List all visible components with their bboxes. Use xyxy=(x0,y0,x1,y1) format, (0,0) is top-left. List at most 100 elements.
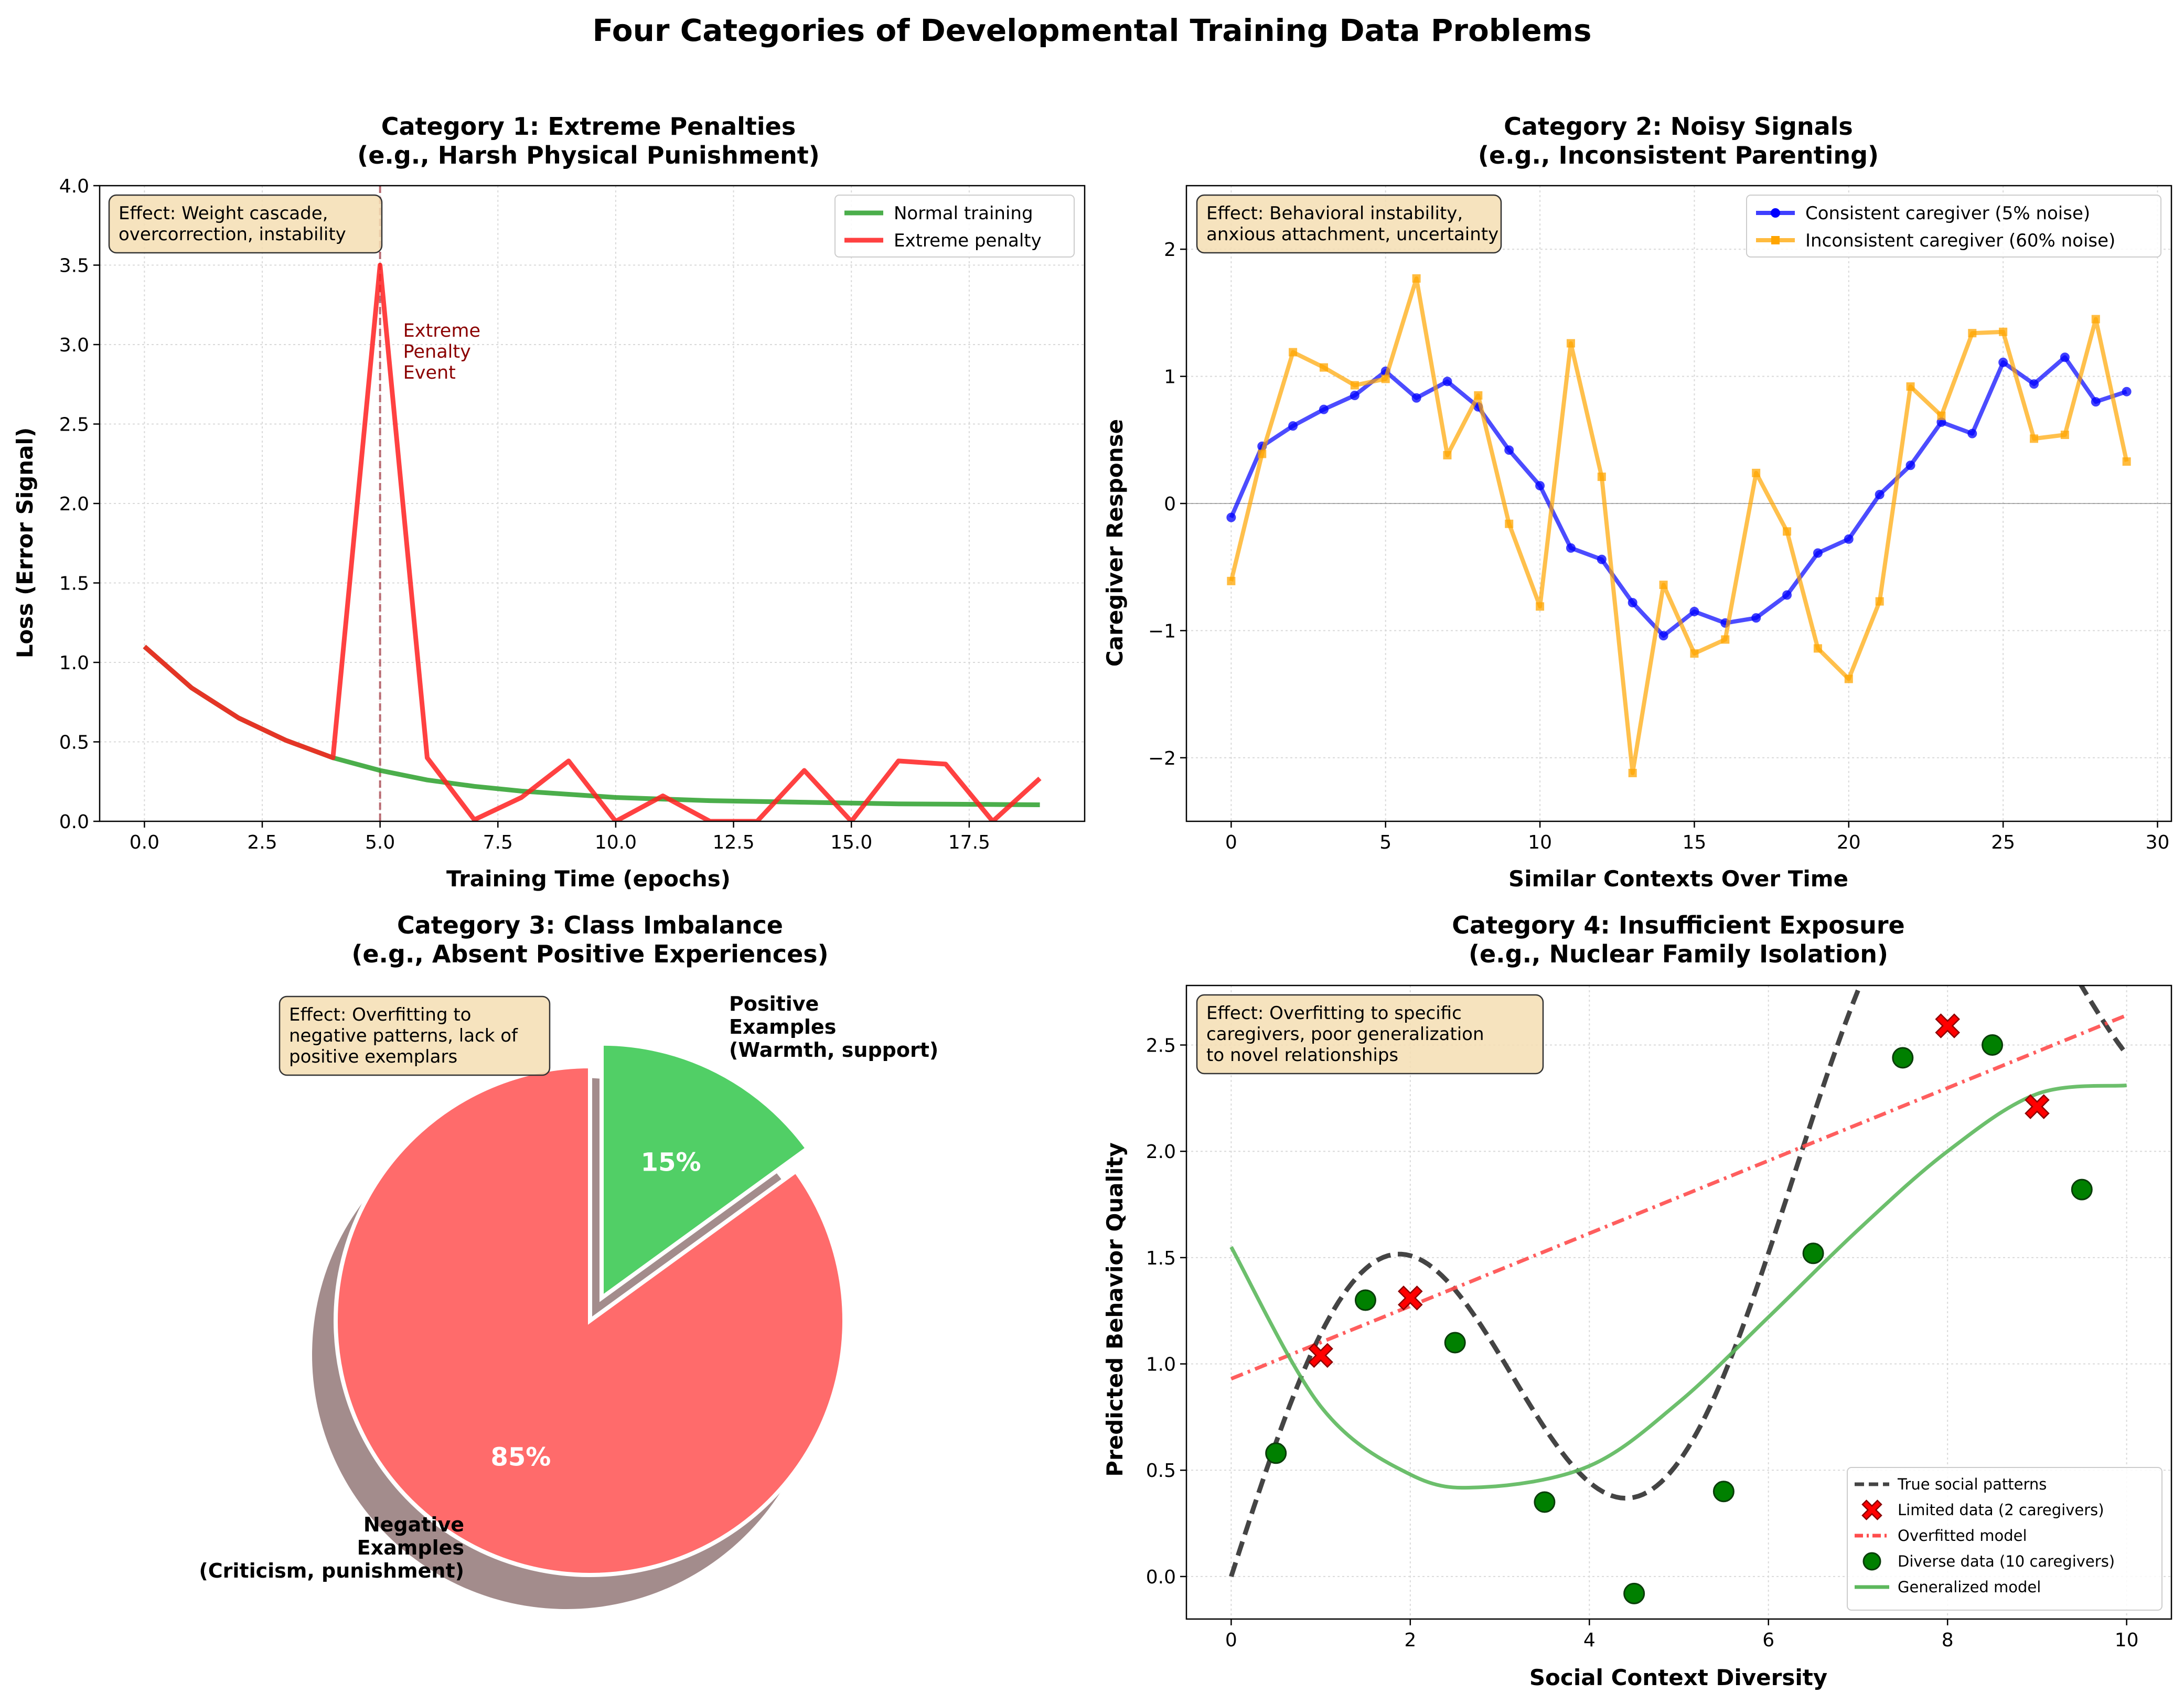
panel1-title: Category 1: Extreme Penalties xyxy=(381,112,796,141)
p2-series-inconsistent-point xyxy=(2060,431,2069,440)
p2-legend-label: Consistent caregiver (5% noise) xyxy=(1805,203,2090,224)
p4-ytick-label: 2.0 xyxy=(1146,1141,1176,1163)
p2-series-inconsistent-point xyxy=(2030,434,2039,443)
p4-legend xyxy=(1847,1467,2162,1611)
p4-effect-box xyxy=(1196,994,1544,1075)
p2-series-consistent-point xyxy=(1442,377,1452,387)
p4-axes-frame xyxy=(1185,984,2172,1620)
p2-series-consistent-point xyxy=(1350,390,1359,400)
p1-effect-box xyxy=(108,194,383,254)
p1-effect-text: overcorrection, instability xyxy=(119,224,346,245)
panel2-title: Category 2: Noisy Signals xyxy=(1504,112,1853,141)
p4-effect-text: caregivers, poor generalization xyxy=(1206,1024,1484,1045)
p4-legend-marker xyxy=(1861,1499,1882,1520)
p2-series-consistent-point xyxy=(1319,404,1329,414)
p4-ytick-label: 0.0 xyxy=(1146,1567,1176,1588)
panel3-title: Category 3: Class Imbalance xyxy=(397,911,783,939)
panel4-xlabel: Social Context Diversity xyxy=(1529,1665,1827,1690)
p2-series-consistent-point xyxy=(1628,598,1637,608)
p2-series-inconsistent-point xyxy=(1536,602,1545,611)
p2-series-inconsistent-point xyxy=(1566,339,1575,348)
p4-diverse-point xyxy=(1623,1582,1645,1604)
p4-limited-point xyxy=(1308,1343,1333,1368)
panel2-subtitle: (e.g., Inconsistent Parenting) xyxy=(1478,141,1879,169)
p3-label-positive: Examples xyxy=(729,1015,836,1038)
p4-legend-label: True social patterns xyxy=(1897,1475,2047,1493)
p2-xtick-label: 10 xyxy=(1528,832,1552,853)
p1-ytick-label: 4.0 xyxy=(59,176,89,197)
p4-series-overfitted xyxy=(1230,1013,2127,1381)
panel-insufficient-exposure: Category 4: Insufficient Exposure (e.g.,… xyxy=(1102,911,2172,1690)
p3-label-negative: (Criticism, punishment) xyxy=(199,1559,464,1582)
p2-series-consistent-point xyxy=(2060,352,2070,362)
p1-ytick-label: 1.0 xyxy=(59,652,89,674)
p2-series-consistent-point xyxy=(1597,554,1607,564)
p3-label-negative: Examples xyxy=(357,1536,464,1559)
p2-effect-text: anxious attachment, uncertainty xyxy=(1206,224,1498,245)
p1-xtick-label: 17.5 xyxy=(948,832,990,853)
p1-ytick-label: 2.0 xyxy=(59,494,89,515)
p2-series-inconsistent-point xyxy=(1752,468,1761,477)
p2-series-inconsistent-point xyxy=(1906,382,1915,391)
p2-xtick-label: 30 xyxy=(2146,832,2170,853)
p4-limited-point xyxy=(1935,1013,1960,1038)
p1-annotation: Penalty xyxy=(403,341,471,362)
p2-series-inconsistent-point xyxy=(1813,644,1822,653)
p2-series-consistent-point xyxy=(1782,590,1792,600)
p1-annotation: Event xyxy=(403,362,456,383)
p4-xtick-label: 8 xyxy=(1942,1630,1954,1651)
p2-xtick-label: 20 xyxy=(1837,832,1861,853)
p4-lines xyxy=(1229,985,2129,1578)
panel4-title: Category 4: Insufficient Exposure xyxy=(1452,911,1905,939)
p1-legend-label: Extreme penalty xyxy=(894,230,1042,251)
panel4-subtitle: (e.g., Nuclear Family Isolation) xyxy=(1469,940,1888,968)
p4-legend-label: Overfitted model xyxy=(1898,1527,2027,1545)
p4-diverse-point xyxy=(1534,1491,1556,1513)
p1-axes-frame xyxy=(99,185,1086,822)
p1-legend-label: Normal training xyxy=(894,203,1033,224)
p2-ytick-label: −2 xyxy=(1148,748,1176,769)
p4-effect-text: Effect: Overfitting to specific xyxy=(1206,1003,1462,1024)
p3-effect-text: Effect: Overfitting to xyxy=(289,1004,472,1025)
p2-series-consistent-point xyxy=(1967,428,1977,438)
p2-series-inconsistent-point xyxy=(1690,649,1699,658)
p1-legend xyxy=(834,195,1075,258)
p2-legend-marker xyxy=(1771,208,1780,218)
p1-ytick-label: 1.5 xyxy=(59,573,89,595)
p3-label-positive: Positive xyxy=(729,992,819,1015)
p4-diverse-point xyxy=(1892,1047,1914,1069)
p2-series-inconsistent-point xyxy=(1505,519,1514,528)
p1-annotation: Extreme xyxy=(403,320,480,341)
p3-pct-label: 15% xyxy=(641,1148,701,1177)
p4-diverse-point xyxy=(2071,1178,2093,1201)
panel2-ylabel: Caregiver Response xyxy=(1102,419,1128,667)
p4-effect-text: to novel relationships xyxy=(1206,1045,1398,1066)
panel1-subtitle: (e.g., Harsh Physical Punishment) xyxy=(357,141,820,169)
p1-effect-text: Effect: Weight cascade, xyxy=(119,203,328,224)
p2-series-consistent-point xyxy=(1411,393,1421,403)
p2-series-consistent-point xyxy=(1905,460,1915,470)
panel4-ylabel: Predicted Behavior Quality xyxy=(1102,1142,1128,1477)
p3-effect-text: positive exemplars xyxy=(289,1046,457,1067)
p1-ytick-label: 2.5 xyxy=(59,414,89,436)
p2-series-inconsistent-point xyxy=(1628,768,1637,777)
p2-series-inconsistent-point xyxy=(1227,576,1236,585)
p2-effect-box xyxy=(1196,194,1502,254)
panel3-subtitle: (e.g., Absent Positive Experiences) xyxy=(351,940,828,968)
figure-title: Four Categories of Developmental Trainin… xyxy=(593,13,1592,48)
p2-series-inconsistent-point xyxy=(1875,597,1884,606)
p4-xtick-label: 0 xyxy=(1225,1630,1237,1651)
p2-series-inconsistent-point xyxy=(1783,527,1792,536)
panel-class-imbalance: Category 3: Class Imbalance (e.g., Absen… xyxy=(199,911,938,1609)
p2-series-inconsistent-point xyxy=(1597,473,1606,481)
p2-series-consistent-point xyxy=(1566,543,1576,553)
p2-effect-text: Effect: Behavioral instability, xyxy=(1206,203,1463,224)
p2-series-consistent-point xyxy=(1288,421,1298,431)
p4-xtick-label: 10 xyxy=(2115,1630,2139,1651)
p4-xtick-label: 4 xyxy=(1583,1630,1596,1651)
p2-series-consistent-point xyxy=(1689,607,1699,617)
p2-series-inconsistent-point xyxy=(1381,374,1390,383)
p4-diverse-point xyxy=(1354,1289,1376,1311)
p1-xtick-label: 10.0 xyxy=(595,832,637,853)
